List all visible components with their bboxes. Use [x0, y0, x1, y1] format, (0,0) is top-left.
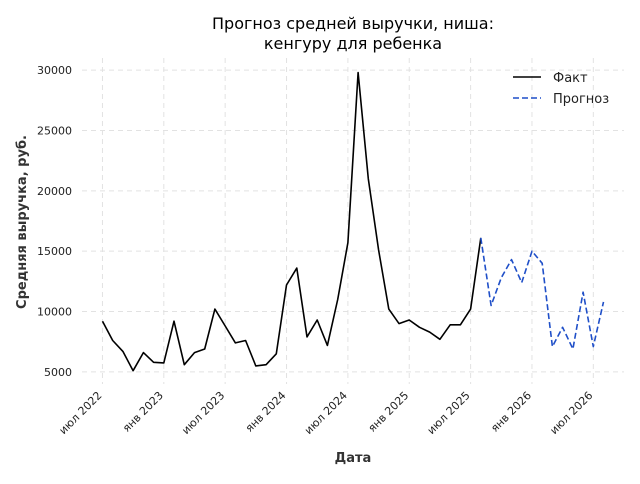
x-tick-label: янв 2025	[366, 389, 412, 435]
x-tick-label: янв 2026	[488, 389, 534, 435]
y-axis-ticks: 5000 10000 15000 20000 25000 30000	[37, 64, 72, 379]
chart-title: Прогноз средней выручки, ниша: кенгуру дл…	[212, 14, 494, 53]
series-line-forecast	[480, 237, 605, 350]
x-tick-label: янв 2024	[243, 389, 289, 435]
y-tick-label: 30000	[37, 64, 72, 77]
y-tick-label: 10000	[37, 306, 72, 319]
y-tick-label: 20000	[37, 185, 72, 198]
chart-title-text: Прогноз средней выручки, ниша: кенгуру дл…	[212, 14, 494, 53]
legend-label: Факт	[553, 71, 588, 86]
x-tick-label: июл 2025	[425, 389, 473, 437]
series-line-fact	[101, 71, 482, 372]
y-tick-label: 15000	[37, 245, 72, 258]
series-lines	[101, 71, 605, 372]
x-tick-label: июл 2022	[57, 389, 105, 437]
x-tick-label: июл 2026	[547, 389, 595, 437]
grid-lines	[82, 58, 624, 384]
x-tick-label: июл 2023	[179, 389, 227, 437]
x-axis-label: Дата	[335, 451, 372, 466]
x-axis-ticks: июл 2022 янв 2023 июл 2023 янв 2024 июл 2024…	[57, 389, 596, 437]
legend: Факт Прогноз	[513, 71, 609, 107]
x-tick-label: июл 2024	[302, 389, 350, 437]
y-tick-label: 5000	[44, 366, 72, 379]
legend-label: Прогноз	[553, 92, 609, 107]
y-tick-label: 25000	[37, 124, 72, 137]
x-tick-label: янв 2023	[120, 389, 166, 435]
y-axis-label: Средняя выручка, руб.	[15, 135, 30, 309]
